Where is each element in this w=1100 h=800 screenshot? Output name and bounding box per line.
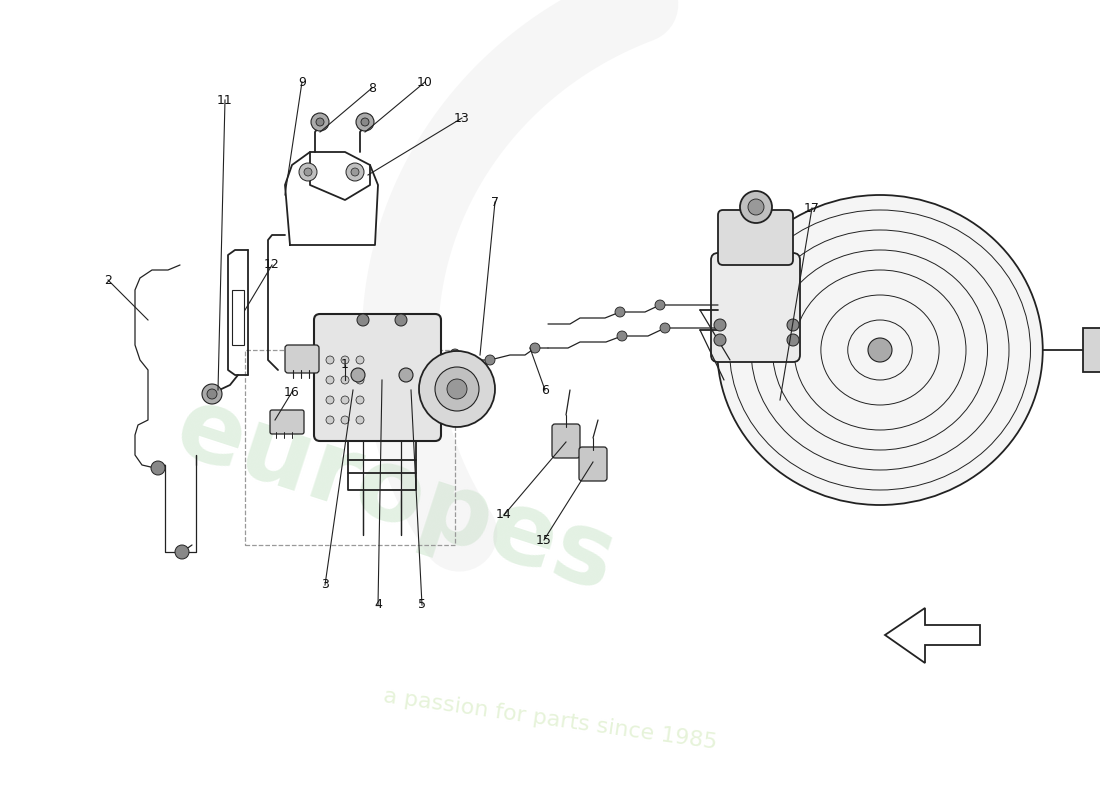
Bar (245, 350, 455, 545)
Circle shape (356, 416, 364, 424)
Text: 13: 13 (454, 111, 470, 125)
Circle shape (326, 356, 334, 364)
Circle shape (346, 163, 364, 181)
Circle shape (450, 349, 460, 359)
Circle shape (485, 355, 495, 365)
Circle shape (714, 334, 726, 346)
Circle shape (654, 300, 666, 310)
Bar (232, 290, 244, 345)
Text: 1: 1 (341, 358, 349, 371)
Circle shape (304, 168, 312, 176)
Circle shape (207, 389, 217, 399)
Circle shape (326, 416, 334, 424)
Text: 6: 6 (541, 383, 549, 397)
FancyBboxPatch shape (314, 314, 441, 441)
Circle shape (151, 461, 165, 475)
Circle shape (615, 307, 625, 317)
Circle shape (351, 368, 365, 382)
Circle shape (341, 356, 349, 364)
Circle shape (434, 367, 478, 411)
FancyBboxPatch shape (711, 253, 800, 362)
Polygon shape (886, 608, 980, 663)
Text: 5: 5 (418, 598, 426, 611)
Circle shape (341, 396, 349, 404)
Text: 16: 16 (284, 386, 300, 398)
Text: europes: europes (164, 379, 628, 613)
Circle shape (660, 323, 670, 333)
Circle shape (316, 118, 324, 126)
FancyBboxPatch shape (718, 210, 793, 265)
Bar (1082, 328, 1100, 372)
Circle shape (617, 331, 627, 341)
Circle shape (326, 376, 334, 384)
Circle shape (786, 319, 799, 331)
Circle shape (361, 118, 368, 126)
Circle shape (395, 314, 407, 326)
Circle shape (399, 368, 412, 382)
Circle shape (326, 396, 334, 404)
Circle shape (341, 376, 349, 384)
Text: 7: 7 (491, 195, 499, 209)
Text: 3: 3 (321, 578, 329, 591)
Text: 2: 2 (104, 274, 112, 286)
Circle shape (299, 163, 317, 181)
Text: 4: 4 (374, 598, 382, 611)
Circle shape (356, 113, 374, 131)
FancyBboxPatch shape (285, 345, 319, 373)
Text: a passion for parts since 1985: a passion for parts since 1985 (382, 686, 718, 754)
Circle shape (175, 545, 189, 559)
Circle shape (714, 319, 726, 331)
Text: 15: 15 (536, 534, 552, 546)
Circle shape (358, 314, 368, 326)
Circle shape (356, 396, 364, 404)
Circle shape (311, 113, 329, 131)
Circle shape (356, 376, 364, 384)
Text: 8: 8 (368, 82, 376, 94)
Text: 17: 17 (804, 202, 820, 214)
Circle shape (351, 168, 359, 176)
Text: 14: 14 (496, 509, 512, 522)
FancyBboxPatch shape (552, 424, 580, 458)
Text: 9: 9 (298, 75, 306, 89)
Text: 12: 12 (264, 258, 279, 271)
Text: 11: 11 (217, 94, 233, 106)
Circle shape (748, 199, 764, 215)
Circle shape (202, 384, 222, 404)
FancyBboxPatch shape (270, 410, 304, 434)
Circle shape (740, 191, 772, 223)
Circle shape (868, 338, 892, 362)
Circle shape (419, 351, 495, 427)
Circle shape (341, 416, 349, 424)
Circle shape (356, 356, 364, 364)
Circle shape (447, 379, 468, 399)
Ellipse shape (717, 195, 1043, 505)
FancyBboxPatch shape (579, 447, 607, 481)
Circle shape (530, 343, 540, 353)
Text: 10: 10 (417, 75, 433, 89)
Circle shape (786, 334, 799, 346)
